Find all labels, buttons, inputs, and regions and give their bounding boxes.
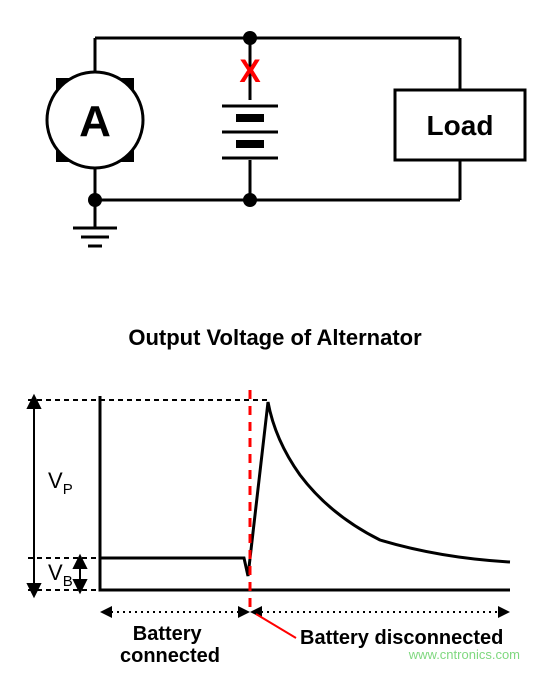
battery-disconnected-label: Battery disconnected (300, 627, 503, 649)
vb-label: V (48, 560, 63, 585)
load-symbol: Load (395, 90, 525, 160)
chart-axes (100, 396, 510, 590)
disconnect-x-mark: X (239, 53, 261, 89)
watermark-text: www.cntronics.com (409, 647, 520, 662)
chart-title: Output Voltage of Alternator (128, 325, 422, 350)
ground-symbol (73, 200, 117, 246)
voltage-curve (100, 402, 510, 576)
svg-text:VP: VP (48, 468, 73, 498)
voltage-chart: Output Voltage of Alternator VP VB (0, 290, 550, 690)
vp-sub: P (63, 481, 73, 498)
svg-text:VB: VB (48, 560, 73, 590)
battery-connected-label: Battery connected (120, 623, 220, 667)
battery-symbol: X (222, 53, 278, 158)
disconnect-callout-line (256, 614, 296, 638)
time-axis (100, 606, 510, 618)
vb-dimension: VB (48, 556, 86, 592)
alternator-symbol: A (47, 72, 143, 168)
alternator-label: A (79, 97, 111, 146)
vb-sub: B (63, 573, 73, 590)
vp-label: V (48, 468, 63, 493)
circuit-diagram: A X Load (0, 0, 550, 290)
load-label: Load (427, 110, 494, 141)
